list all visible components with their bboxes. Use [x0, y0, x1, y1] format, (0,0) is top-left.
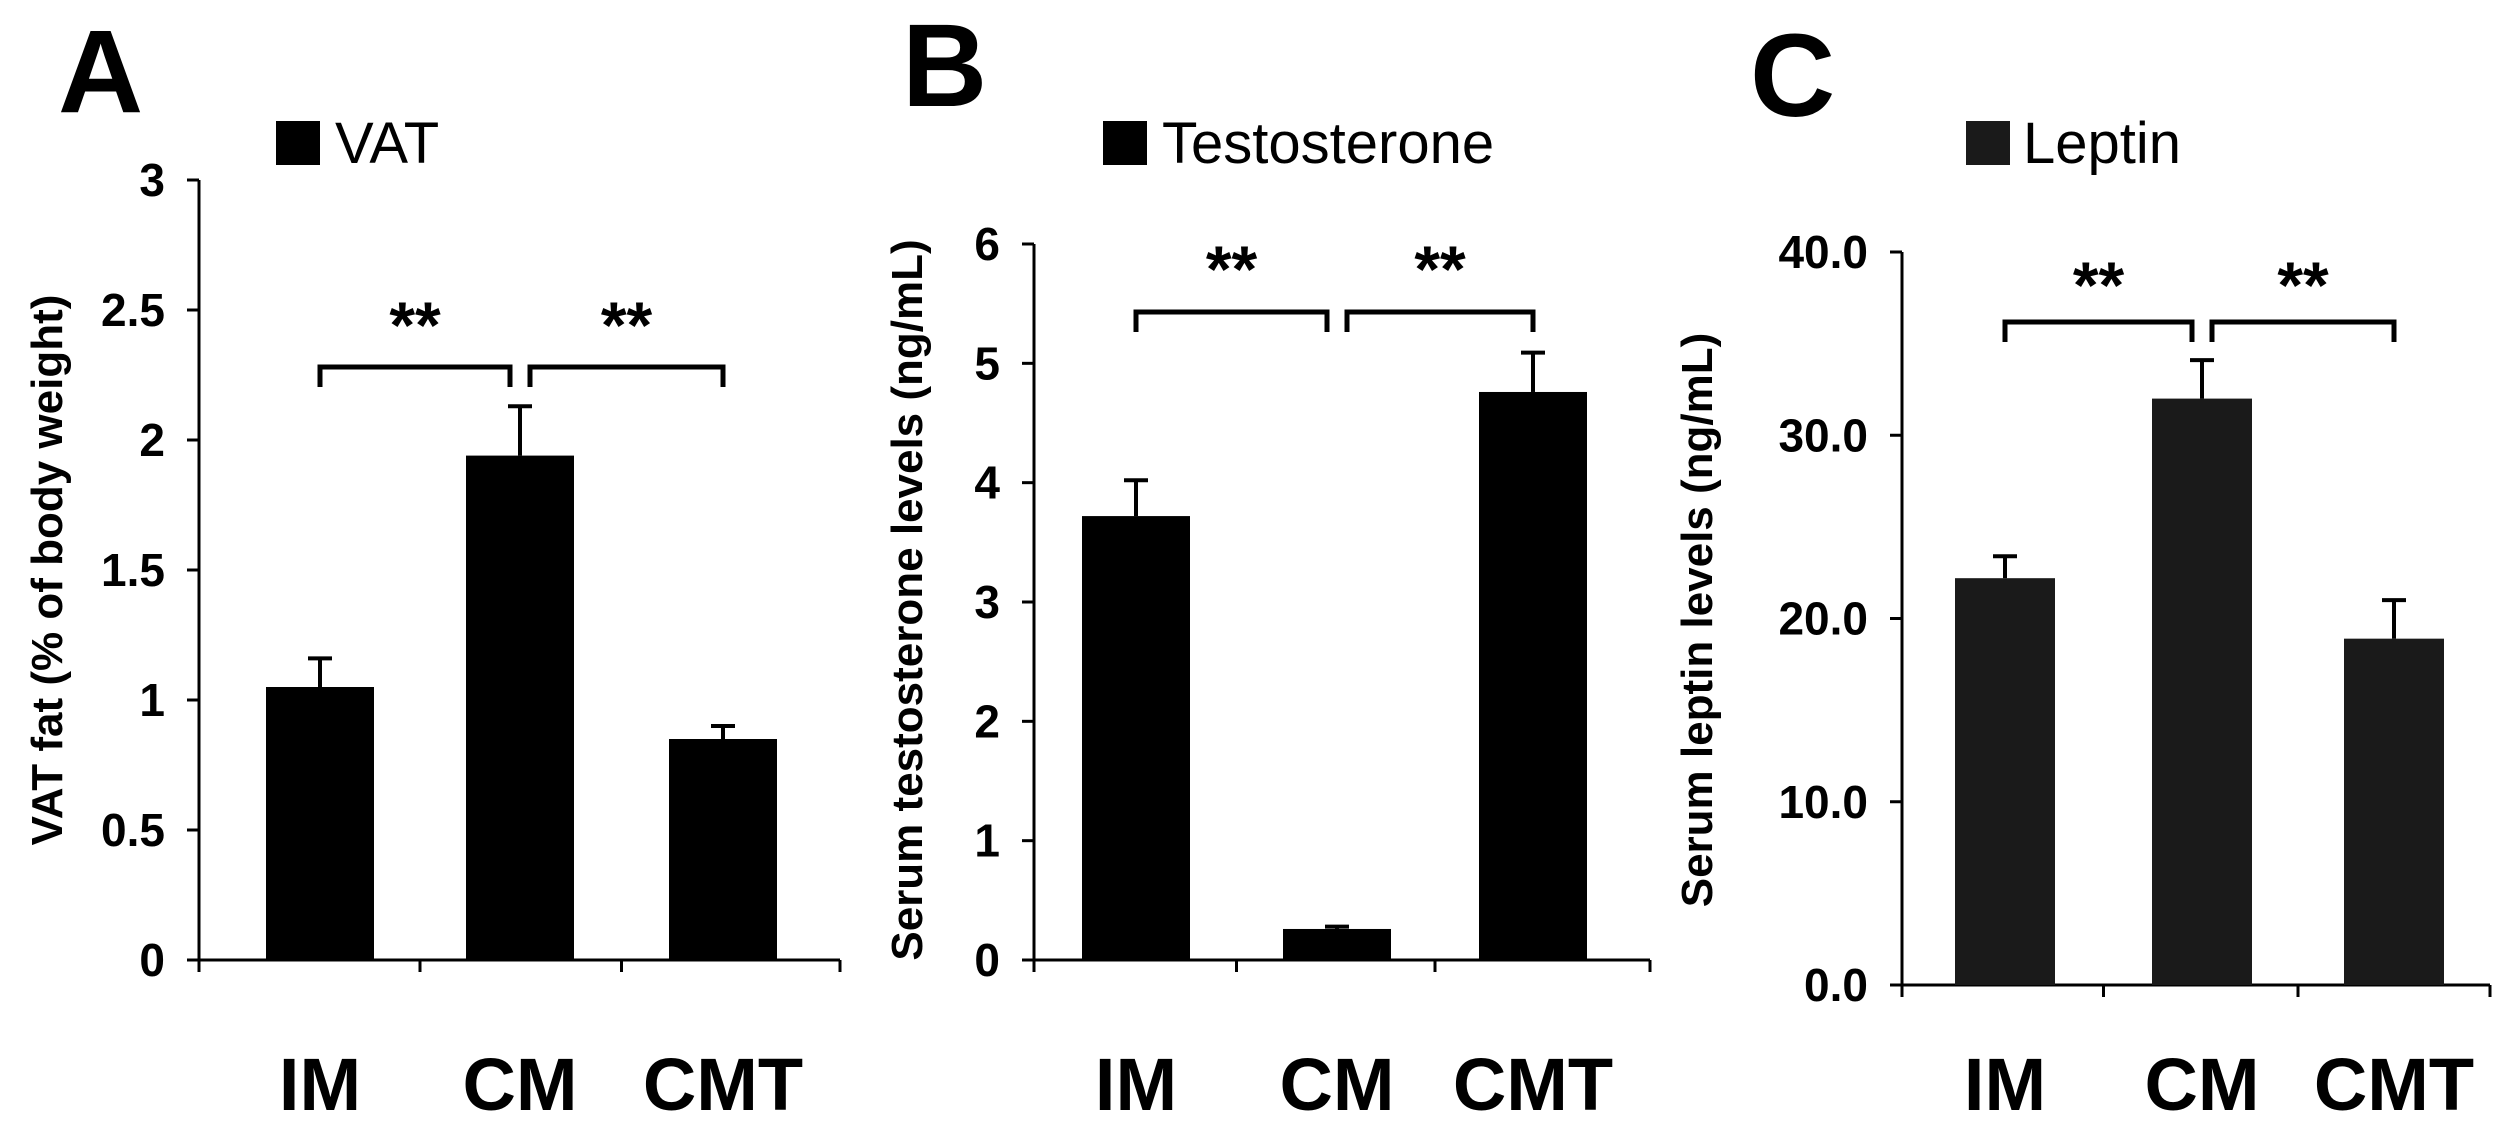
category-label: CMT: [2314, 1043, 2474, 1126]
bar-cm: [1283, 928, 1391, 960]
legend-label: VAT: [335, 111, 439, 176]
y-axis-label: Serum leptin levels (ng/mL): [1673, 333, 1722, 908]
y-tick-label: 3: [974, 576, 1000, 628]
significance-bracket: [317, 364, 513, 387]
y-tick-label: 1: [974, 815, 1000, 867]
y-tick-label: 4: [974, 457, 1000, 509]
legend-label: Leptin: [2023, 111, 2181, 176]
legend-label: Testosterone: [1162, 111, 1494, 176]
bar-cmt: [2344, 638, 2444, 985]
chart-panel-a: A VAT 0 0.5 1 1.5 2 2.5 3 IM CM CMT VAT fat (% of bo…: [23, 6, 842, 1126]
category-label: CMT: [643, 1043, 803, 1126]
category-label: IM: [279, 1043, 361, 1126]
significance-label: **: [1414, 232, 1466, 306]
y-tick-label: 2.5: [101, 284, 165, 336]
y-tick-label: 6: [974, 218, 1000, 270]
y-tick-label: 0: [139, 934, 165, 986]
chart-panel-c: C Leptin 0.0 10.0 20.0 30.0 40.0 IM CM CMT Serum l…: [1673, 10, 2492, 1126]
bar-im: [266, 687, 374, 960]
chart-panel-b: B Testosterone 0 1 2 3 4 5 6 IM CM CMT Serum testost…: [883, 0, 1652, 1126]
category-label: IM: [1964, 1043, 2046, 1126]
bar-im: [1955, 578, 2055, 985]
y-axis-label: Serum testosterone levels (ng/mL): [883, 239, 932, 960]
significance-label: **: [1206, 232, 1258, 306]
legend-swatch: [1103, 121, 1147, 165]
category-label: CM: [1279, 1043, 1394, 1126]
y-tick-label: 0: [974, 934, 1000, 986]
y-tick-label: 40.0: [1778, 226, 1868, 278]
significance-label: **: [601, 288, 653, 362]
y-tick-label: 5: [974, 337, 1000, 389]
bar-cmt: [1479, 391, 1587, 960]
panel-letter: C: [1750, 10, 1835, 142]
significance-bracket: [527, 364, 726, 387]
y-tick-label: 2: [974, 695, 1000, 747]
category-label: IM: [1095, 1043, 1177, 1126]
bar-cm: [2152, 398, 2252, 986]
significance-label: **: [389, 288, 441, 362]
significance-label: **: [2277, 248, 2329, 322]
y-tick-label: 3: [139, 154, 165, 206]
significance-bracket: [2209, 319, 2397, 342]
bar-cm: [466, 455, 574, 960]
y-tick-label: 1.5: [101, 544, 165, 596]
significance-bracket: [1344, 309, 1536, 332]
bar-cmt: [669, 739, 777, 960]
y-tick-label: 2: [139, 414, 165, 466]
y-tick-label: 1: [139, 674, 165, 726]
significance-bracket: [1133, 309, 1330, 332]
category-label: CM: [2144, 1043, 2259, 1126]
legend-swatch: [276, 121, 320, 165]
y-tick-label: 10.0: [1778, 776, 1868, 828]
category-label: CMT: [1453, 1043, 1613, 1126]
legend-swatch: [1966, 121, 2010, 165]
y-tick-label: 0.0: [1804, 959, 1868, 1011]
y-tick-label: 30.0: [1778, 409, 1868, 461]
y-tick-label: 20.0: [1778, 593, 1868, 645]
y-tick-label: 0.5: [101, 804, 165, 856]
y-axis-label: VAT fat (% of body weight): [23, 295, 72, 846]
panel-letter: A: [58, 6, 143, 138]
significance-bracket: [2002, 319, 2195, 342]
panel-letter: B: [902, 0, 987, 132]
bar-im: [1082, 516, 1190, 960]
significance-label: **: [2073, 248, 2125, 322]
category-label: CM: [462, 1043, 577, 1126]
